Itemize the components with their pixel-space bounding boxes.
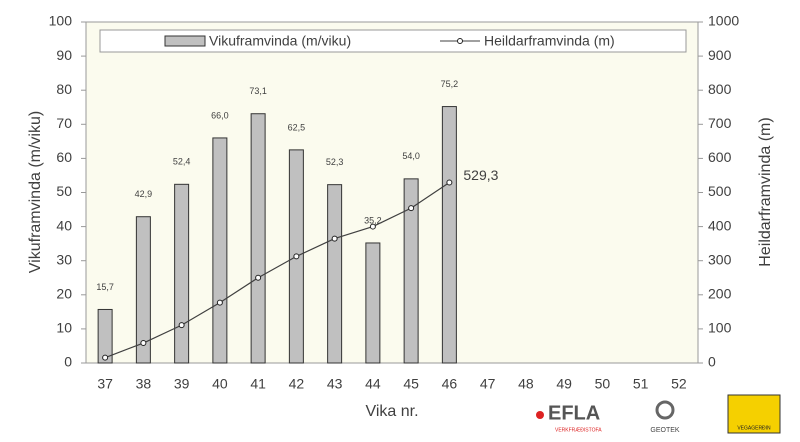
- x-tick-label: 38: [136, 376, 152, 392]
- bar: [403, 178, 419, 364]
- bar-value-label: 75,2: [441, 79, 459, 89]
- y2-axis-title: Heildarframvinda (m): [757, 117, 774, 266]
- bar: [212, 137, 228, 364]
- logo-efla: EFLA: [548, 402, 600, 424]
- y-tick-label: 100: [49, 13, 73, 29]
- line-point: [102, 354, 109, 361]
- bar: [365, 242, 381, 364]
- y2-tick-label: 200: [708, 286, 732, 302]
- bar: [250, 113, 266, 364]
- y-tick-label: 90: [56, 47, 72, 63]
- legend: Vikuframvinda (m/viku) Heildarframvinda (…: [99, 29, 687, 53]
- x-tick-label: 42: [289, 376, 305, 392]
- y-tick-label: 50: [56, 183, 72, 199]
- bar-value-label: 54,0: [402, 151, 420, 161]
- line-point: [216, 299, 223, 306]
- y2-tick-label: 600: [708, 149, 732, 165]
- bar: [327, 184, 343, 364]
- y2-tick-label: 300: [708, 251, 732, 267]
- x-tick-label: 44: [365, 376, 381, 392]
- x-tick-label: 47: [480, 376, 496, 392]
- y-tick-label: 40: [56, 217, 72, 233]
- x-tick-label: 43: [327, 376, 343, 392]
- y2-tick-label: 100: [708, 320, 732, 336]
- x-tick-label: 39: [174, 376, 190, 392]
- line-point: [293, 253, 300, 260]
- y-tick-label: 20: [56, 286, 72, 302]
- line-point: [255, 274, 262, 281]
- legend-label: Vikuframvinda (m/viku): [209, 33, 351, 49]
- x-tick-label: 51: [633, 376, 649, 392]
- logo-efla-sub: VERKFRÆÐISTOFA: [555, 427, 602, 433]
- bar-value-label: 62,5: [288, 122, 306, 132]
- x-tick-label: 40: [212, 376, 228, 392]
- x-tick-label: 52: [671, 376, 687, 392]
- y2-tick-label: 400: [708, 217, 732, 233]
- line-point: [178, 322, 185, 329]
- y-tick-label: 30: [56, 251, 72, 267]
- y-tick-label: 10: [56, 320, 72, 336]
- y2-tick-label: 800: [708, 81, 732, 97]
- x-tick-label: 49: [556, 376, 572, 392]
- line-point: [446, 179, 453, 186]
- logo-box: [727, 394, 781, 434]
- bar: [135, 216, 151, 364]
- x-tick-label: 45: [403, 376, 419, 392]
- x-tick-label: 50: [595, 376, 611, 392]
- y2-tick-label: 500: [708, 183, 732, 199]
- logos: EFLA VERKFRÆÐISTOFA GEOTEK VEGAGERÐIN: [536, 394, 781, 434]
- y2-tick-label: 900: [708, 47, 732, 63]
- x-tick-label: 37: [97, 376, 113, 392]
- y2-tick-label: 700: [708, 115, 732, 131]
- bar: [441, 106, 457, 364]
- bar-value-label: 35,2: [364, 215, 382, 225]
- logo-g: [655, 400, 675, 420]
- bar-value-label: 73,1: [249, 86, 267, 96]
- x-tick-label: 46: [442, 376, 458, 392]
- y-tick-label: 70: [56, 115, 72, 131]
- line: [104, 182, 450, 359]
- bar-value-label: 52,3: [326, 157, 344, 167]
- bar-value-label: 15,7: [96, 282, 114, 292]
- line-point: [331, 235, 338, 242]
- legend-swatch-point: [457, 38, 463, 44]
- bar-value-label: 52,4: [173, 157, 191, 167]
- line-value-label: 529,3: [463, 167, 498, 183]
- logo-geotek: GEOTEK: [650, 427, 680, 434]
- bar-value-label: 42,9: [135, 189, 153, 199]
- y2-tick-label: 0: [708, 354, 716, 370]
- bar: [97, 308, 113, 364]
- y-tick-label: 80: [56, 81, 72, 97]
- x-axis-title: Vika nr.: [365, 403, 418, 420]
- x-tick-label: 41: [250, 376, 266, 392]
- logo-dot: [536, 411, 544, 419]
- y-tick-label: 0: [64, 354, 72, 370]
- line-point: [369, 223, 376, 230]
- y2-tick-label: 1000: [708, 13, 739, 29]
- line-point: [140, 340, 147, 347]
- y-axis-title: Vikuframvinda (m/viku): [27, 111, 44, 273]
- line-point: [408, 205, 415, 212]
- bar: [174, 183, 190, 364]
- y-tick-label: 60: [56, 149, 72, 165]
- legend-label: Heildarframvinda (m): [484, 33, 615, 49]
- legend-swatch: [164, 35, 206, 47]
- x-tick-label: 48: [518, 376, 534, 392]
- logo-vegagerdin: VEGAGERÐIN: [737, 425, 771, 431]
- legend-box: [99, 29, 687, 53]
- bar-value-label: 66,0: [211, 110, 229, 120]
